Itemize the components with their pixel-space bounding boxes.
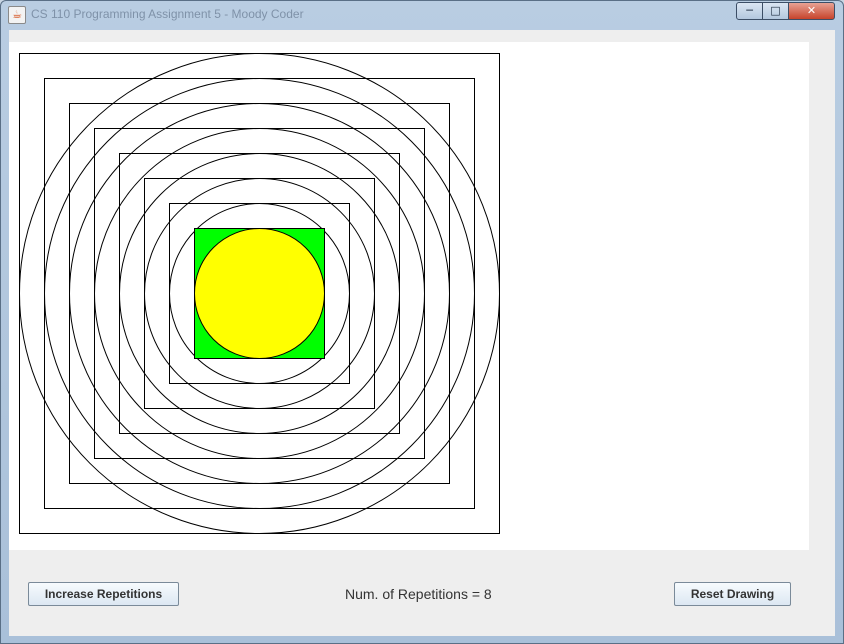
ring-circle: [44, 78, 475, 509]
ring-circle: [144, 178, 375, 409]
pattern-drawing: [19, 53, 500, 534]
ring-circle: [94, 128, 425, 459]
java-cup-icon: ☕: [8, 6, 26, 24]
title-bar[interactable]: ☕ CS 110 Programming Assignment 5 - Mood…: [1, 1, 843, 29]
center-circle: [194, 228, 325, 359]
close-icon: ✕: [806, 4, 817, 17]
minimize-button[interactable]: ─: [736, 2, 763, 20]
close-button[interactable]: ✕: [788, 2, 835, 20]
maximize-button[interactable]: □: [762, 2, 789, 20]
reset-drawing-button[interactable]: Reset Drawing: [674, 582, 791, 606]
maximize-icon: □: [770, 4, 781, 17]
repetitions-count-label: Num. of Repetitions = 8: [345, 586, 492, 602]
ring-circle: [19, 53, 500, 534]
minimize-icon: ─: [746, 4, 753, 17]
ring-circle: [169, 203, 350, 384]
window-title: CS 110 Programming Assignment 5 - Moody …: [31, 7, 304, 21]
increase-repetitions-button[interactable]: Increase Repetitions: [28, 582, 179, 606]
drawing-canvas: [9, 42, 809, 550]
ring-circle: [69, 103, 450, 484]
content-pane: Increase Repetitions Num. of Repetitions…: [9, 30, 835, 636]
ring-circle: [119, 153, 400, 434]
